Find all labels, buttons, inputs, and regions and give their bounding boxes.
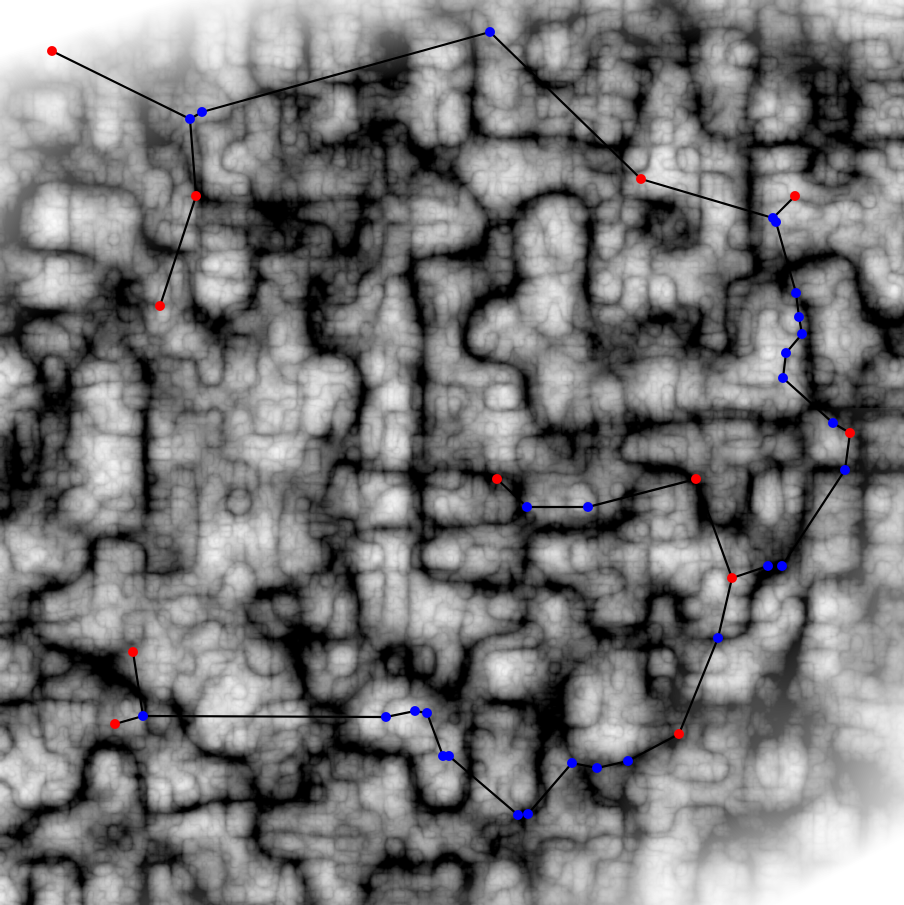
waypoint-node: [197, 107, 207, 117]
waypoint-node: [513, 810, 523, 820]
endpoint-node: [691, 474, 701, 484]
endpoint-node: [128, 647, 138, 657]
waypoint-node: [763, 561, 773, 571]
route-segment: [142, 577, 734, 817]
waypoint-node: [381, 712, 391, 722]
route-nodes: [47, 27, 855, 820]
endpoint-node: [674, 729, 684, 739]
waypoint-node: [138, 711, 148, 721]
endpoint-node: [110, 719, 120, 729]
route-segment: [131, 651, 145, 717]
waypoint-node: [185, 114, 195, 124]
endpoint-node: [845, 428, 855, 438]
waypoint-node: [778, 373, 788, 383]
waypoint-node: [828, 418, 838, 428]
waypoint-node: [771, 217, 781, 227]
endpoint-node: [191, 191, 201, 201]
route-segment: [189, 30, 796, 220]
route-segment: [51, 50, 191, 120]
endpoint-node: [155, 301, 165, 311]
endpoint-node: [492, 474, 502, 484]
route-edges: [51, 30, 852, 817]
waypoint-node: [567, 758, 577, 768]
waypoint-node: [791, 288, 801, 298]
waypoint-node: [522, 502, 532, 512]
route-segment: [496, 477, 734, 579]
route-segment: [158, 118, 198, 307]
waypoint-node: [781, 348, 791, 358]
endpoint-node: [47, 46, 57, 56]
waypoint-node: [410, 706, 420, 716]
waypoint-node: [523, 809, 533, 819]
waypoint-node: [592, 763, 602, 773]
waypoint-node: [422, 708, 432, 718]
waypoint-node: [485, 27, 495, 37]
waypoint-node: [840, 465, 850, 475]
waypoint-node: [797, 329, 807, 339]
waypoint-node: [777, 561, 787, 571]
endpoint-node: [790, 191, 800, 201]
route-segment: [731, 217, 852, 580]
waypoint-node: [583, 502, 593, 512]
waypoint-node: [438, 751, 448, 761]
waypoint-node: [623, 756, 633, 766]
waypoint-node: [713, 633, 723, 643]
endpoint-node: [727, 573, 737, 583]
waypoint-node: [794, 312, 804, 322]
endpoint-node: [636, 174, 646, 184]
